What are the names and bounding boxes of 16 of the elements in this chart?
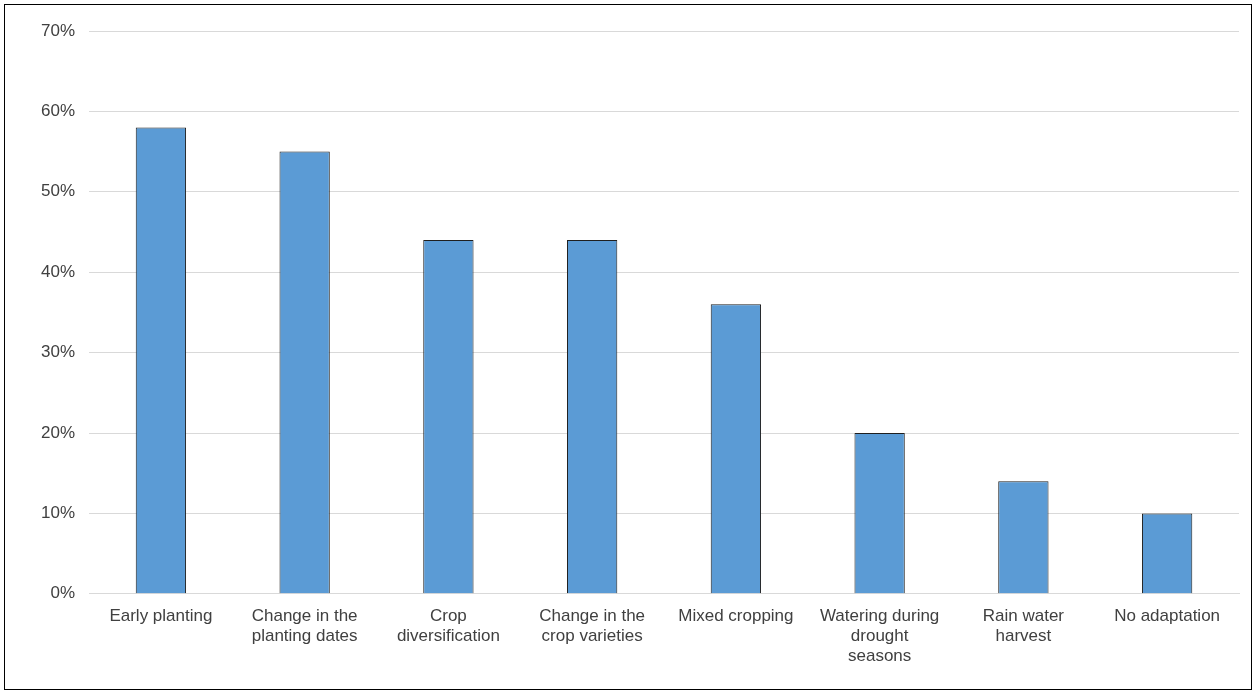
x-tick-label: No adaptation xyxy=(1114,605,1221,625)
y-tick-label: 40% xyxy=(40,261,76,281)
y-tick-label: 30% xyxy=(40,342,76,362)
y-tick-label: 60% xyxy=(40,101,76,121)
x-tick-label: Crop diversification xyxy=(396,605,500,646)
x-tick-label: Change in the crop varieties xyxy=(539,605,646,646)
x-tick-label: Mixed cropping xyxy=(678,605,794,625)
x-tick-label: Early planting xyxy=(109,605,213,625)
x-tick-label: Watering during drought seasons xyxy=(819,605,940,666)
y-tick-label: 10% xyxy=(40,503,76,523)
y-tick-label: 70% xyxy=(40,20,76,40)
y-tick-label: 20% xyxy=(40,422,76,442)
x-tick-label: Rain water harvest xyxy=(982,605,1065,646)
y-tick-label: 50% xyxy=(40,181,76,201)
x-tick-label: Change in the planting dates xyxy=(251,605,358,646)
y-tick-label: 0% xyxy=(50,583,76,603)
